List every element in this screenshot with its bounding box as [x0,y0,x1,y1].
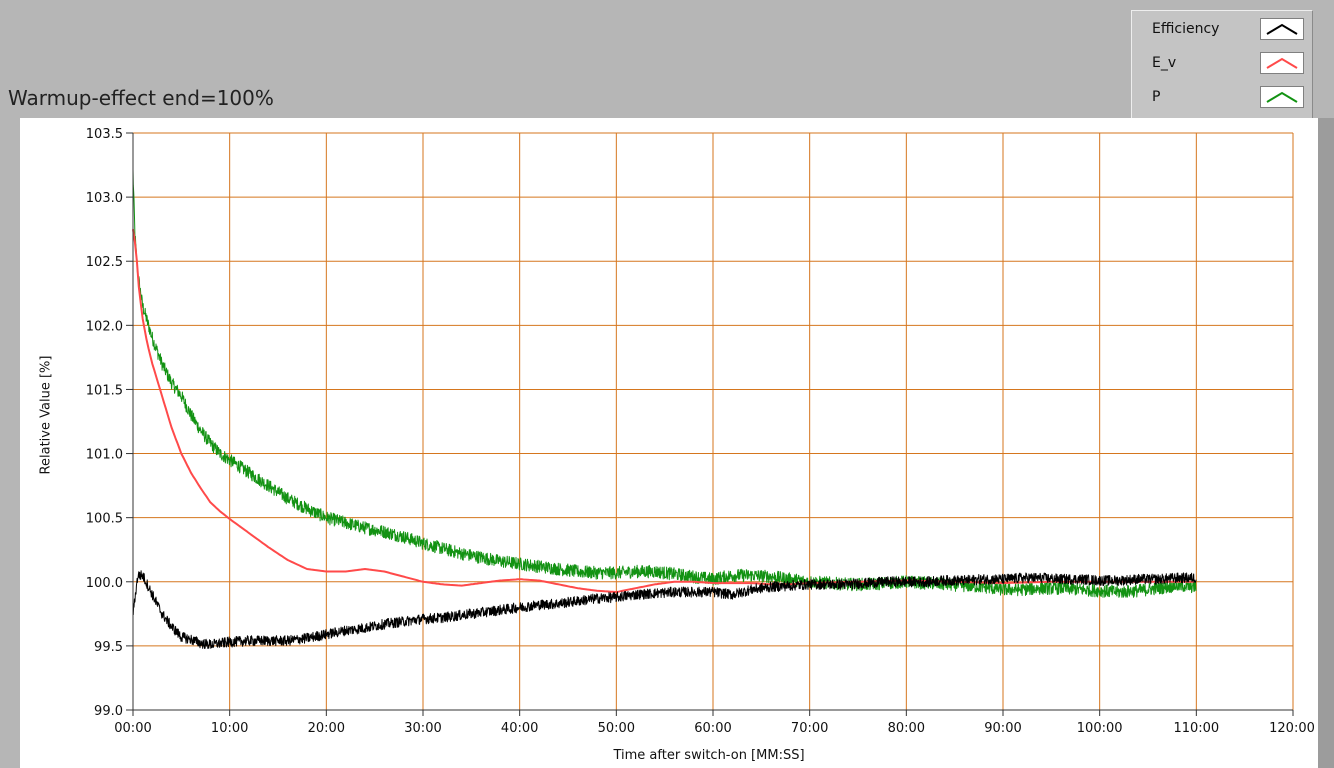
x-tick-label: 70:00 [791,721,828,736]
legend-label: P [1152,89,1161,105]
legend-line-efficiency [1266,23,1298,35]
legend-item-efficiency[interactable]: Efficiency [1132,15,1312,43]
axes: 99.0 99.5 100.0 100.5 101.0 101.5 102.0 102.5 10… [86,127,1315,736]
line-icon[interactable] [1260,52,1304,74]
y-tick-label: 103.0 [86,191,123,206]
panel-edge [1318,118,1334,768]
legend-item-e-v[interactable]: E_v [1132,49,1312,77]
y-axis-title: Relative Value [%] [38,355,54,475]
y-tick-label: 101.0 [86,448,123,463]
legend-label: E_v [1152,55,1177,71]
y-tick-label: 101.5 [86,383,123,398]
y-tick-label: 99.5 [94,640,123,655]
x-tick-label: 90:00 [984,721,1021,736]
plot-legend[interactable]: Efficiency E_v P [1131,10,1313,120]
y-tick-label: 102.5 [86,255,123,270]
x-tick-label: 40:00 [501,721,538,736]
grid [133,132,1294,710]
y-tick-label: 100.0 [86,576,123,591]
x-tick-label: 50:00 [598,721,635,736]
line-icon[interactable] [1260,18,1304,40]
x-tick-label: 100:00 [1077,721,1123,736]
y-tick-label: 102.0 [86,319,123,334]
chart-caption: Warmup-effect end=100% [8,86,274,110]
x-tick-label: 00:00 [114,721,151,736]
x-tick-label: 30:00 [404,721,441,736]
series-line-p [132,169,1197,598]
line-icon[interactable] [1260,86,1304,108]
x-axis-title: Time after switch-on [MM:SS] [613,748,805,763]
legend-line-p [1266,91,1298,103]
legend-label: Efficiency [1152,21,1220,37]
y-tick-label: 100.5 [86,512,123,527]
series-layer [132,169,1197,649]
x-tick-label: 110:00 [1173,721,1219,736]
y-tick-label: 99.0 [94,704,123,719]
legend-item-p[interactable]: P [1132,83,1312,111]
x-tick-label: 60:00 [694,721,731,736]
x-tick-label: 120:00 [1269,721,1315,736]
x-tick-label: 80:00 [888,721,925,736]
legend-line-e-v [1266,57,1298,69]
x-tick-label: 20:00 [308,721,345,736]
series-line-efficiency [132,570,1197,649]
x-tick-label: 10:00 [211,721,248,736]
y-tick-label: 103.5 [86,127,123,142]
